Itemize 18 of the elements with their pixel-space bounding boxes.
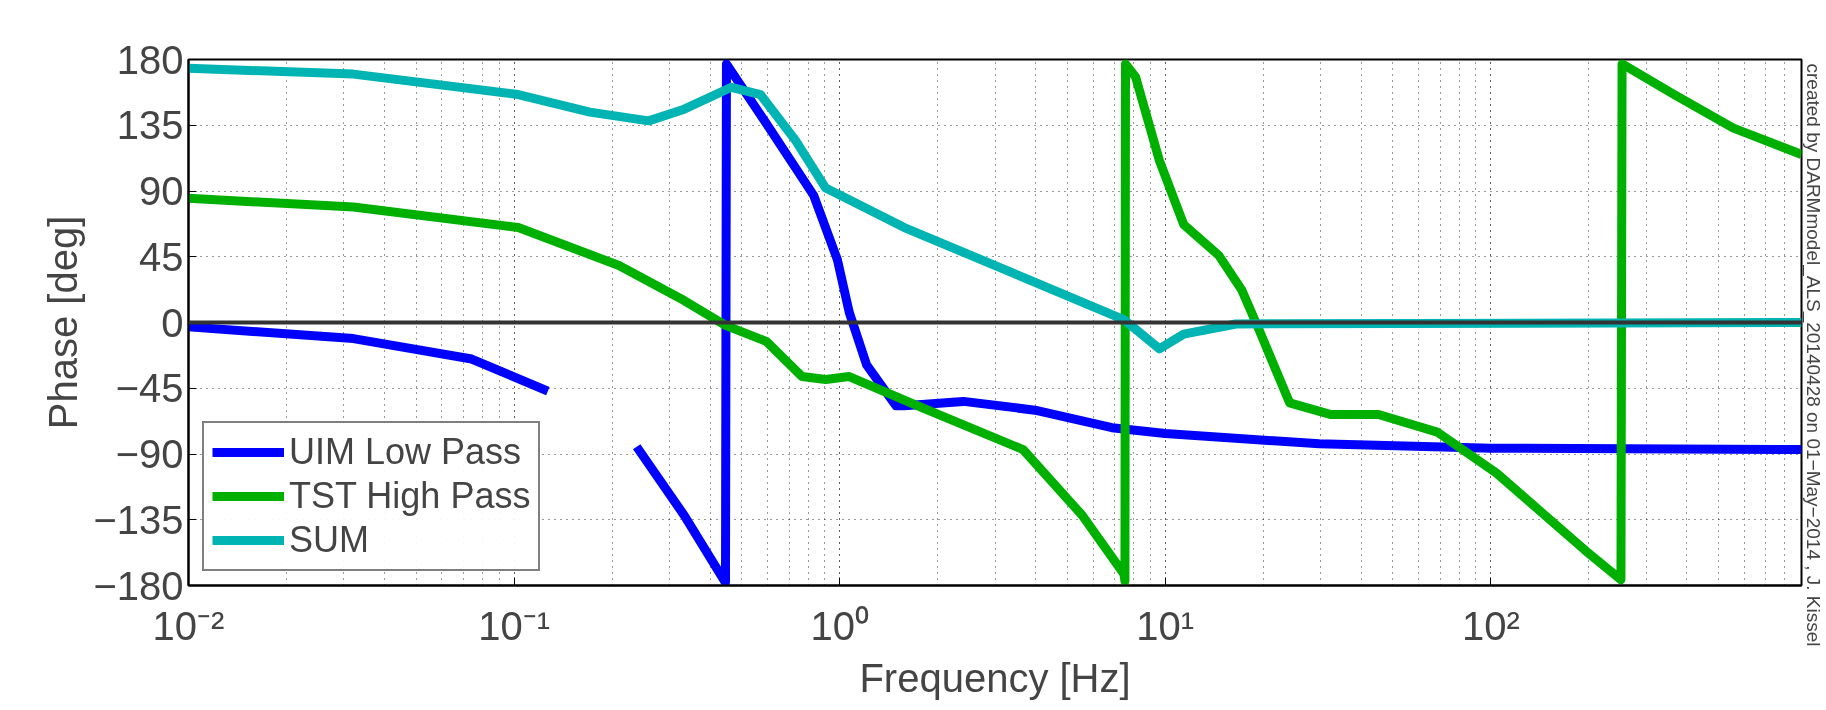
y-tick-label: 45 <box>139 234 184 279</box>
x-tick-label: 10² <box>1461 603 1520 648</box>
y-tick-label: 90 <box>139 169 184 213</box>
y-tick-label: −135 <box>93 497 184 542</box>
x-tick-label: 10¹ <box>1136 603 1195 648</box>
y-tick-label: −90 <box>115 432 184 476</box>
y-tick-label: 0 <box>161 300 184 345</box>
x-tick-label: 10⁰ <box>810 603 869 648</box>
legend-label: UIM Low Pass <box>289 431 522 473</box>
y-tick-label: 135 <box>116 103 184 148</box>
y-tick-label: 180 <box>116 37 184 82</box>
x-tick-label: 10⁻¹ <box>478 603 550 648</box>
x-axis-title: Frequency [Hz] <box>859 655 1131 700</box>
legend-label: SUM <box>289 519 369 561</box>
text: created by DARMmodel_ALS_20140428 on 01−May−2014 , J. Kissel <box>1801 63 1824 647</box>
y-tick-label: −45 <box>115 366 184 411</box>
y-axis-title: Phase [deg] <box>41 215 86 430</box>
legend-label: TST High Pass <box>289 475 531 517</box>
